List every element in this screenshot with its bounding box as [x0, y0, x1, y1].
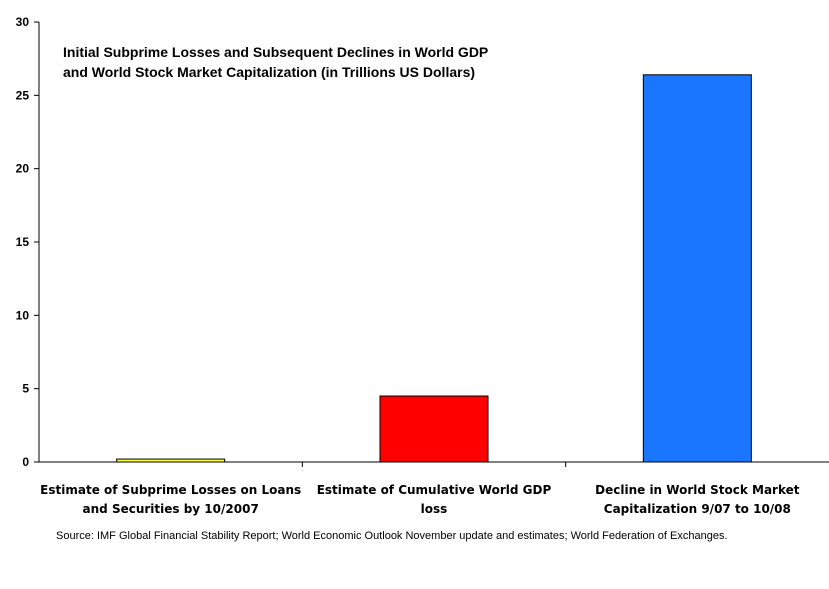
y-tick-label: 25 [16, 88, 30, 102]
source-note: Source: IMF Global Financial Stability R… [56, 530, 728, 542]
x-category-label: Decline in World Stock Market [595, 483, 800, 497]
chart-title-line: Initial Subprime Losses and Subsequent D… [63, 44, 488, 60]
bars [116, 74, 752, 463]
y-tick-label: 10 [16, 308, 30, 322]
y-tick-label: 20 [16, 162, 30, 176]
y-tick-label: 15 [16, 235, 30, 249]
x-category-label: and Securities by 10/2007 [83, 502, 259, 516]
y-axis-ticks: 0 5 10 15 20 25 30 [16, 15, 39, 469]
x-axis-labels: Estimate of Subprime Losses on Loans and … [40, 483, 800, 516]
chart-title-line: and World Stock Market Capitalization (i… [63, 64, 475, 80]
x-category-label: Estimate of Subprime Losses on Loans [40, 483, 301, 497]
x-category-label: loss [421, 502, 448, 516]
y-tick-label: 5 [22, 382, 29, 396]
y-tick-label: 0 [22, 455, 29, 469]
x-category-label: Capitalization 9/07 to 10/08 [604, 502, 791, 516]
x-category-label: Estimate of Cumulative World GDP [317, 483, 552, 497]
bar [379, 395, 489, 463]
bar [642, 74, 752, 463]
chart-title: Initial Subprime Losses and Subsequent D… [63, 44, 488, 80]
y-tick-label: 30 [16, 15, 30, 29]
